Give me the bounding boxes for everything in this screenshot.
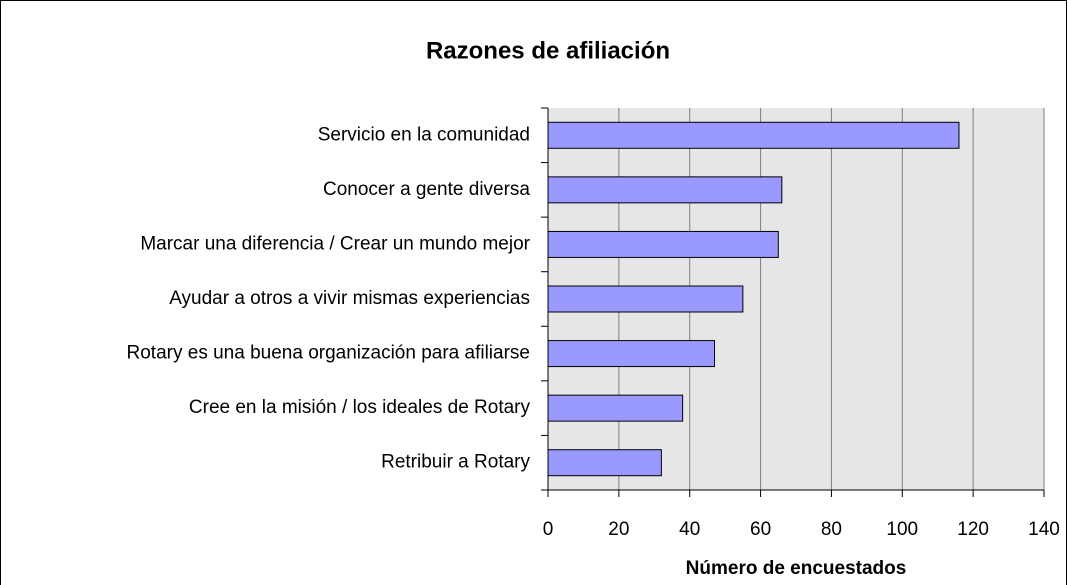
y-tick-label: Rotary es una buena organización para af… — [127, 343, 530, 364]
x-tick-label: 100 — [886, 519, 918, 540]
bar — [547, 176, 783, 204]
x-tick-label: 40 — [679, 519, 700, 540]
x-tick-label: 80 — [821, 519, 842, 540]
y-tick-label: Retribuir a Rotary — [381, 452, 530, 473]
y-tick-label: Conocer a gente diversa — [323, 179, 530, 200]
x-tick-label: 60 — [750, 519, 771, 540]
y-tick-label: Cree en la misión / los ideales de Rotar… — [189, 397, 531, 418]
bar — [547, 230, 779, 258]
bar — [547, 285, 744, 313]
x-tick-label: 120 — [957, 519, 989, 540]
y-tick-label: Marcar una diferencia / Crear un mundo m… — [140, 233, 530, 254]
x-axis-title: Número de encuestados — [686, 558, 907, 579]
chart-title: Razones de afiliación — [426, 37, 670, 64]
x-tick-label: 140 — [1028, 519, 1060, 540]
x-tick-label: 0 — [543, 519, 554, 540]
bar — [547, 449, 662, 477]
bar — [547, 121, 960, 149]
y-tick-label: Servicio en la comunidad — [318, 124, 530, 145]
bar — [547, 394, 684, 422]
bar — [547, 340, 716, 368]
x-tick-label: 20 — [608, 519, 629, 540]
y-tick-label: Ayudar a otros a vivir mismas experienci… — [169, 288, 530, 309]
